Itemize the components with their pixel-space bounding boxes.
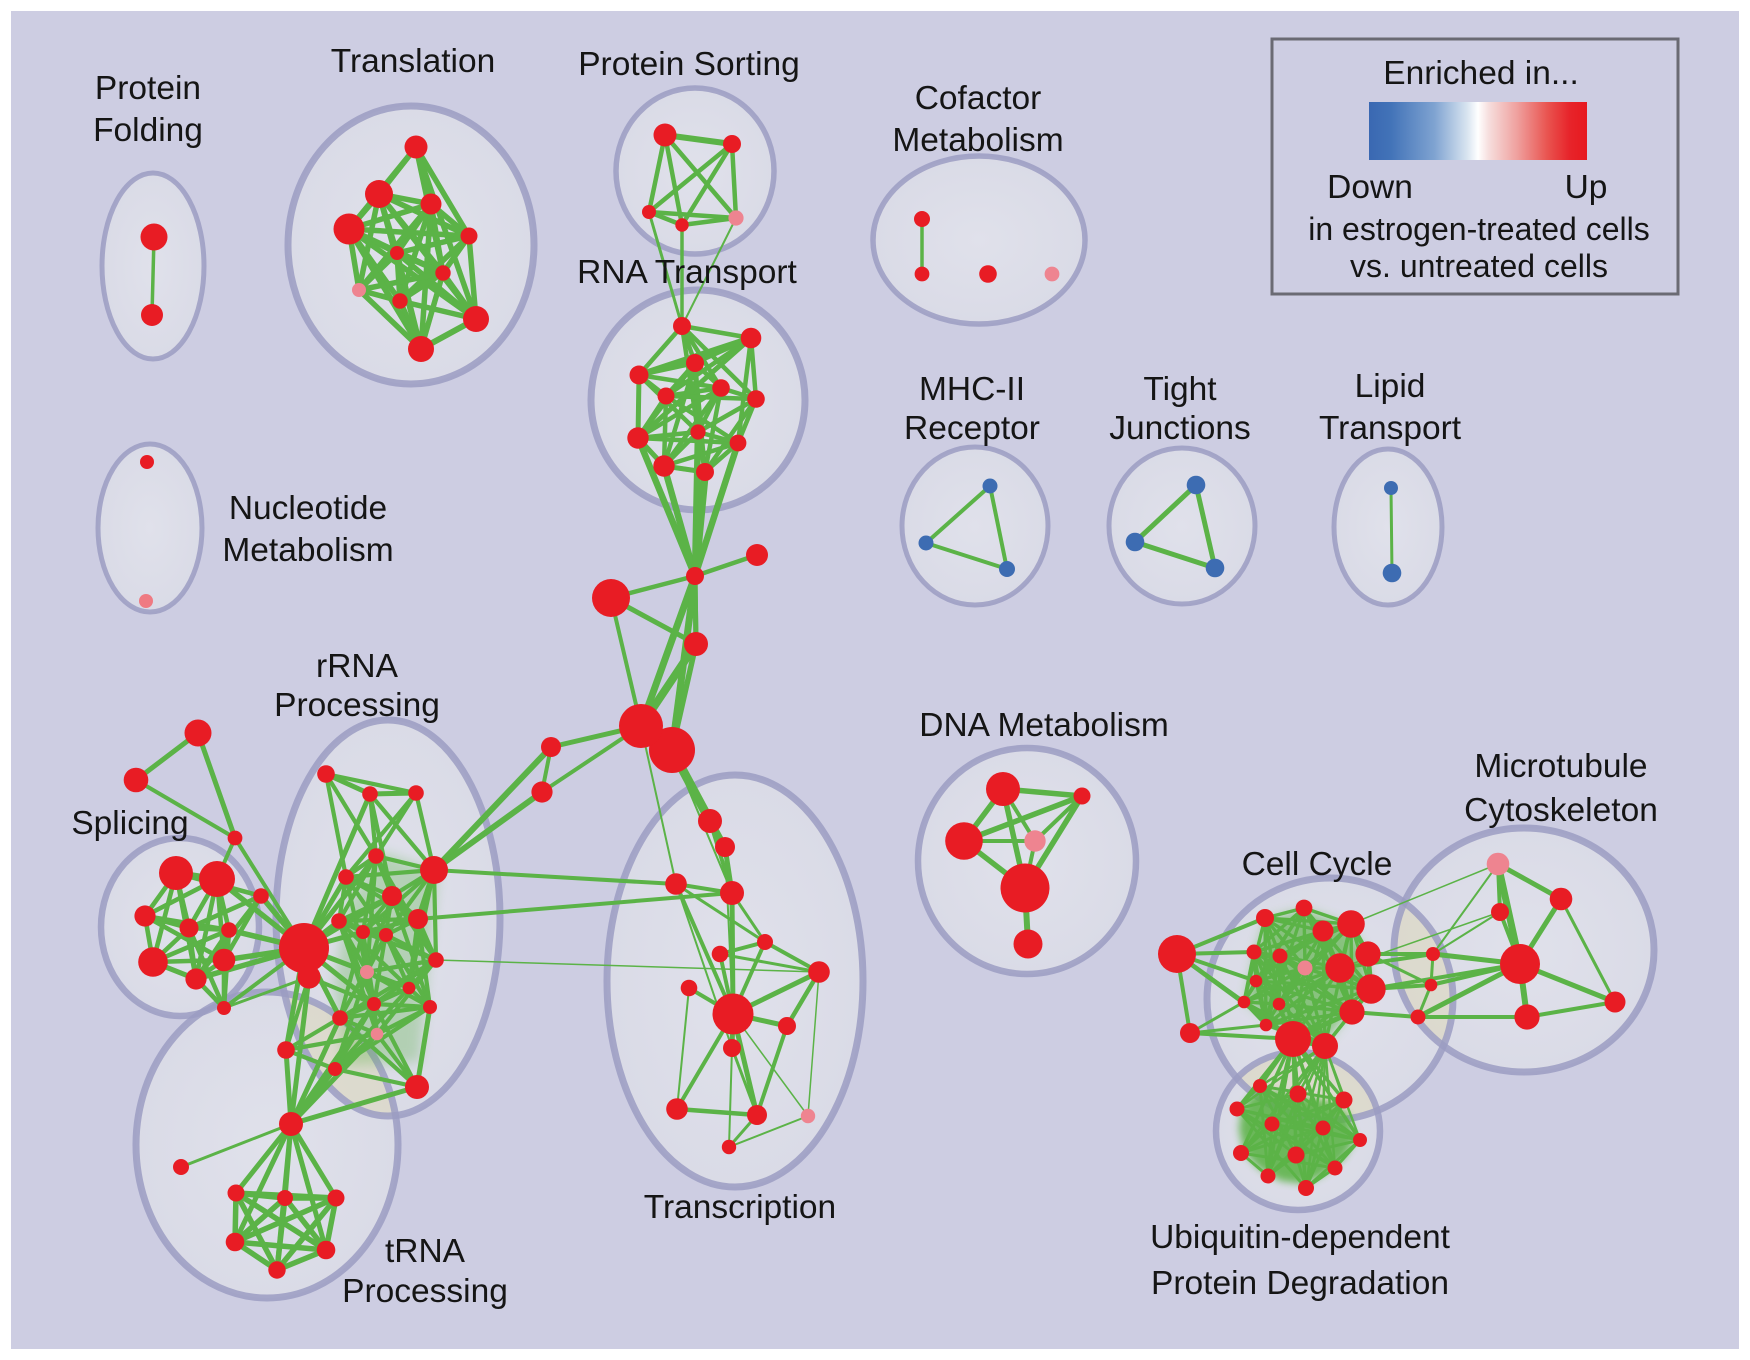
svg-text:tRNA: tRNA: [385, 1233, 466, 1270]
svg-text:Lipid: Lipid: [1355, 368, 1426, 405]
svg-text:Protein Degradation: Protein Degradation: [1151, 1265, 1449, 1302]
svg-text:DNA Metabolism: DNA Metabolism: [919, 707, 1168, 744]
svg-text:Tight: Tight: [1143, 371, 1217, 408]
svg-text:Microtubule: Microtubule: [1474, 748, 1647, 785]
svg-text:Enriched in...: Enriched in...: [1383, 55, 1579, 92]
svg-text:Transport: Transport: [1319, 410, 1462, 447]
svg-text:Transcription: Transcription: [644, 1189, 836, 1226]
svg-text:in estrogen-treated cells: in estrogen-treated cells: [1308, 211, 1650, 247]
svg-text:Translation: Translation: [331, 43, 495, 80]
svg-text:Splicing: Splicing: [71, 805, 188, 842]
svg-text:Nucleotide: Nucleotide: [229, 490, 387, 527]
svg-text:Cofactor: Cofactor: [915, 80, 1042, 117]
svg-text:vs. untreated cells: vs. untreated cells: [1350, 248, 1608, 284]
svg-text:Protein Sorting: Protein Sorting: [578, 46, 800, 83]
svg-text:rRNA: rRNA: [316, 648, 399, 685]
svg-text:Down: Down: [1327, 169, 1413, 206]
svg-text:Processing: Processing: [342, 1273, 508, 1310]
svg-text:Up: Up: [1565, 169, 1608, 206]
svg-text:Receptor: Receptor: [904, 410, 1040, 447]
svg-text:Ubiquitin-dependent: Ubiquitin-dependent: [1150, 1219, 1451, 1256]
svg-text:RNA Transport: RNA Transport: [577, 254, 797, 291]
svg-text:Cytoskeleton: Cytoskeleton: [1464, 792, 1658, 829]
svg-text:MHC-II: MHC-II: [919, 371, 1025, 408]
svg-text:Protein: Protein: [95, 70, 201, 107]
svg-text:Folding: Folding: [93, 112, 203, 149]
svg-text:Processing: Processing: [274, 687, 440, 724]
svg-text:Cell Cycle: Cell Cycle: [1242, 846, 1393, 883]
svg-text:Junctions: Junctions: [1109, 410, 1251, 447]
svg-text:Metabolism: Metabolism: [892, 122, 1063, 159]
svg-text:Metabolism: Metabolism: [222, 532, 393, 569]
